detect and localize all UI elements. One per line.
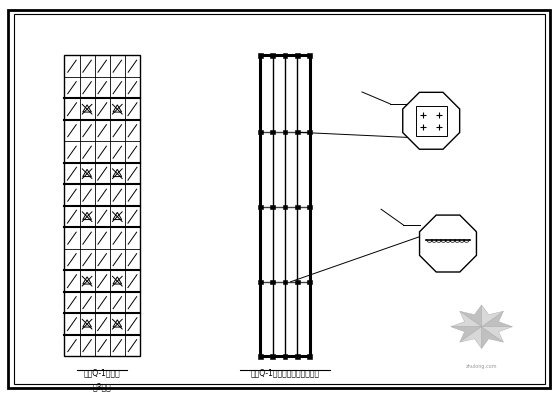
Bar bbox=[283, 354, 287, 359]
Bar bbox=[270, 205, 275, 209]
Polygon shape bbox=[482, 327, 503, 348]
Bar bbox=[295, 53, 300, 58]
Bar bbox=[307, 354, 312, 359]
Bar bbox=[258, 53, 263, 58]
Bar bbox=[295, 280, 300, 284]
Text: 幕墙Q-1立柱及后置锁板安辅图: 幕墙Q-1立柱及后置锁板安辅图 bbox=[250, 368, 320, 377]
Bar bbox=[307, 205, 312, 209]
Bar bbox=[258, 354, 263, 359]
Bar bbox=[307, 280, 312, 284]
Bar bbox=[258, 280, 263, 284]
Polygon shape bbox=[482, 327, 512, 342]
Bar bbox=[64, 55, 140, 356]
Bar bbox=[295, 205, 300, 209]
Text: （3块）: （3块） bbox=[93, 382, 111, 391]
Bar bbox=[258, 205, 263, 209]
Bar bbox=[283, 205, 287, 209]
Bar bbox=[270, 280, 275, 284]
Polygon shape bbox=[403, 92, 460, 149]
Polygon shape bbox=[451, 311, 482, 327]
Polygon shape bbox=[451, 327, 482, 342]
Bar bbox=[270, 354, 275, 359]
Polygon shape bbox=[460, 305, 482, 327]
Polygon shape bbox=[419, 215, 477, 272]
Text: zhulong.com: zhulong.com bbox=[466, 364, 497, 369]
Bar bbox=[416, 106, 446, 135]
Polygon shape bbox=[460, 327, 482, 348]
Bar bbox=[283, 280, 287, 284]
Bar bbox=[283, 53, 287, 58]
Bar bbox=[270, 130, 275, 134]
Bar bbox=[295, 130, 300, 134]
Bar bbox=[307, 130, 312, 134]
Bar bbox=[270, 53, 275, 58]
Text: 幕墙Q-1立面图: 幕墙Q-1立面图 bbox=[84, 368, 120, 377]
Bar bbox=[283, 130, 287, 134]
Bar bbox=[307, 53, 312, 58]
Polygon shape bbox=[482, 305, 503, 327]
Bar bbox=[295, 354, 300, 359]
Polygon shape bbox=[482, 311, 512, 327]
Bar bbox=[258, 130, 263, 134]
